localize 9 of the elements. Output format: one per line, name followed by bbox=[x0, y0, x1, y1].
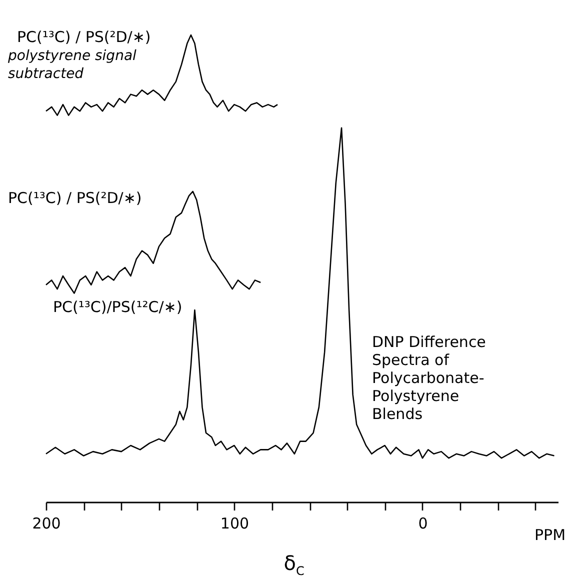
x-tick-label: 100 bbox=[220, 514, 250, 532]
series-label: PC(¹³C)/PS(¹²C/∗) bbox=[53, 298, 182, 316]
text: PC(¹³C) / PS(²D/∗) bbox=[17, 28, 151, 46]
x-tick-label: 200 bbox=[32, 514, 61, 532]
text: PC(¹³C) / PS(²D/∗) bbox=[8, 189, 142, 207]
annotation: polystyrene signal subtracted bbox=[7, 48, 137, 82]
x-tick-label: 0 bbox=[418, 514, 428, 532]
annotation: DNP Difference Spectra of Polycarbonate-Polystyrene Blends bbox=[372, 333, 486, 423]
text: PPM bbox=[534, 526, 566, 544]
